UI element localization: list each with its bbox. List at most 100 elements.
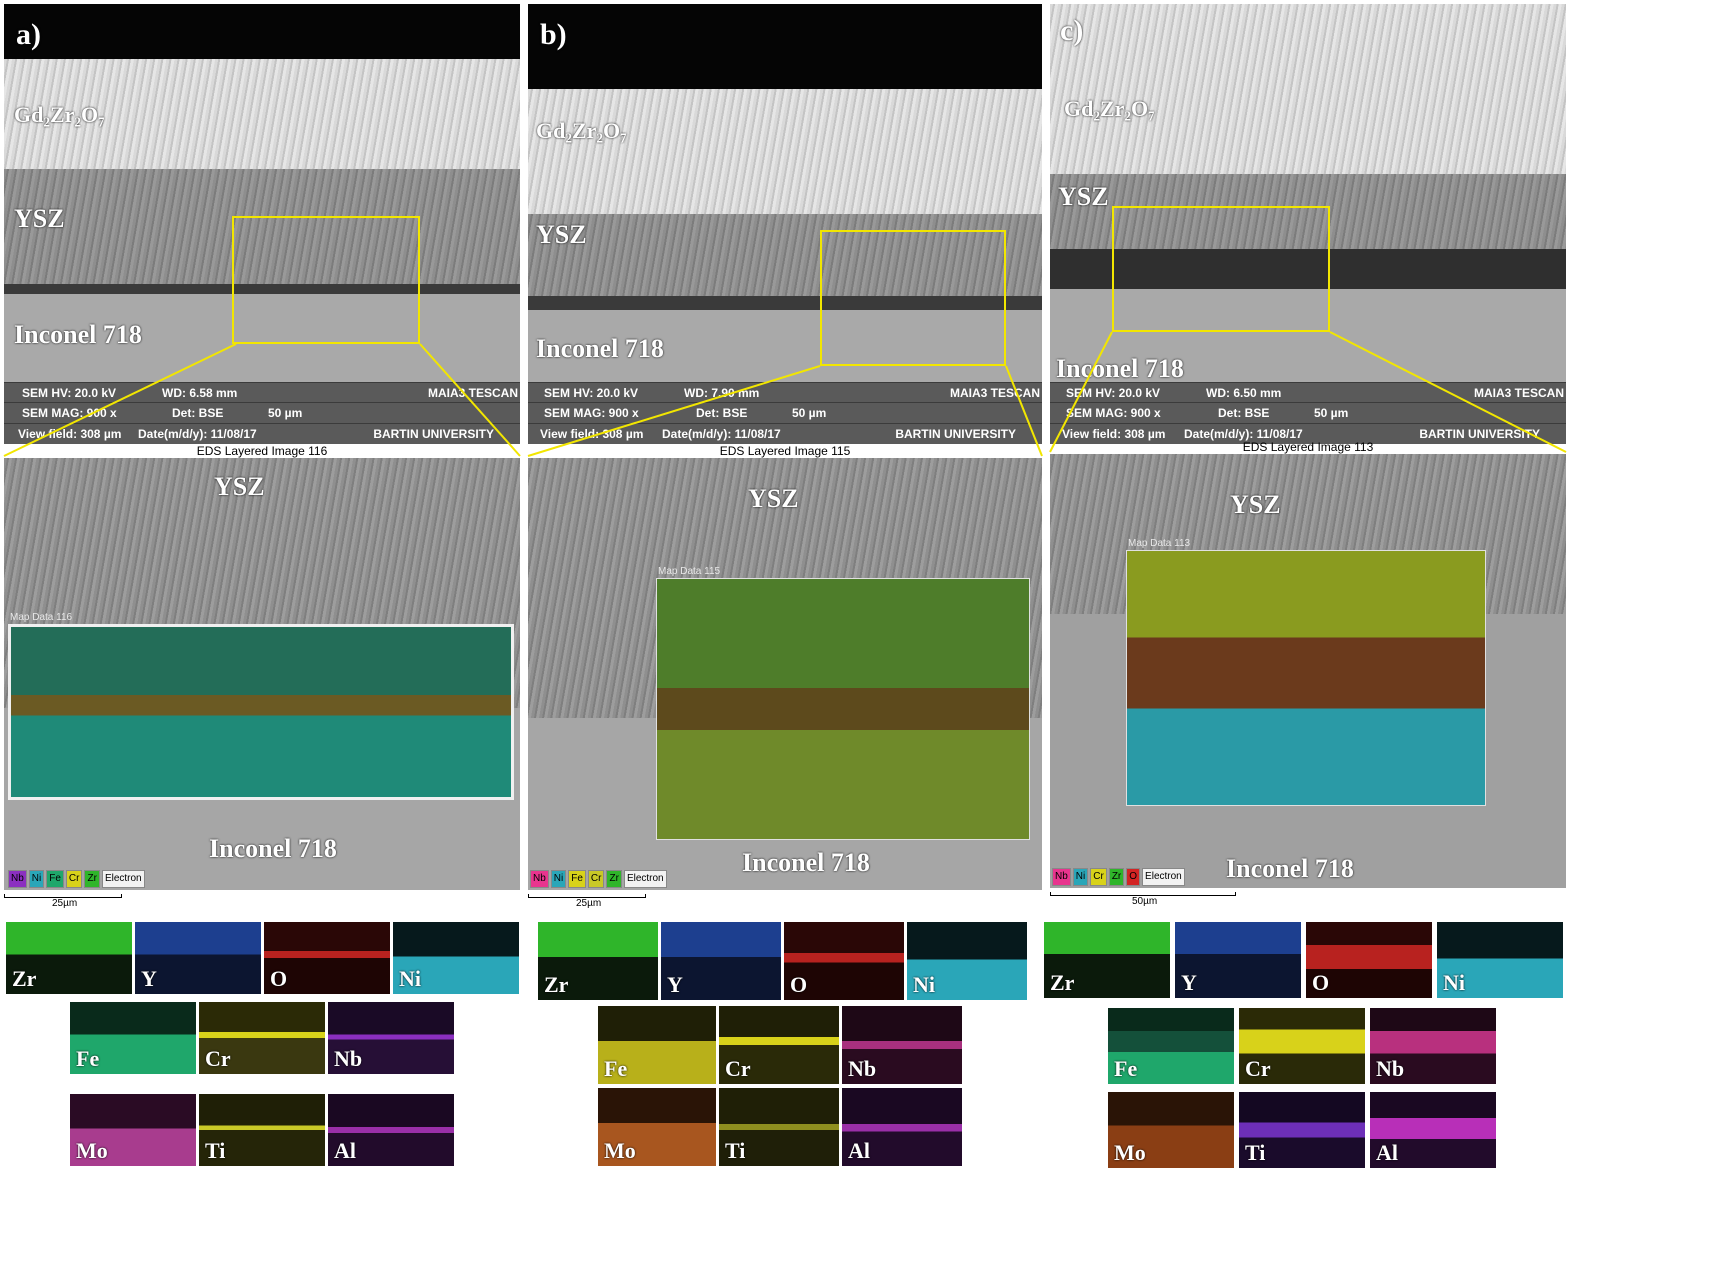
map-tile-fe: Fe	[598, 1006, 716, 1084]
eds-inconel-label: Inconel 718	[1226, 854, 1354, 883]
info-scale: 50 µm	[268, 406, 303, 420]
vacuum-region	[4, 4, 520, 59]
element-legend: Nb Ni Fe Cr Zr Electron	[8, 870, 145, 888]
eds-ysz-label: YSZ	[748, 484, 799, 513]
map-data-title: Map Data 116	[10, 612, 73, 623]
map-label: Mo	[1114, 1140, 1146, 1165]
sem-mag: SEM MAG: 900 x	[544, 406, 639, 420]
university: BARTIN UNIVERSITY	[895, 427, 1016, 441]
legend-item: Cr	[587, 870, 605, 888]
map-tile-ti: Ti	[719, 1088, 839, 1166]
map-label: Fe	[604, 1056, 628, 1081]
map-label: O	[790, 972, 808, 997]
element-legend: Nb Ni Fe Cr Zr Electron	[530, 870, 667, 888]
map-tile-ni: Ni	[1437, 922, 1563, 998]
ysz-layer	[4, 169, 520, 284]
map-tile-zr: Zr	[538, 922, 658, 1000]
map-label: Al	[1376, 1140, 1398, 1165]
map-label: Ni	[913, 972, 935, 997]
detector: Det: BSE	[1218, 406, 1270, 420]
map-tile-zr: Zr	[6, 922, 132, 994]
map-label: Ni	[399, 966, 421, 991]
legend-item: Electron	[623, 870, 667, 888]
acquisition-date: Date(m/d/y): 11/08/17	[662, 427, 781, 441]
map-tile-ni: Ni	[907, 922, 1027, 1000]
scale-bar-label: 50µm	[1132, 896, 1158, 907]
selection-box	[1112, 206, 1330, 332]
working-distance: WD: 6.58 mm	[162, 386, 238, 400]
map-label: Cr	[1245, 1056, 1271, 1081]
inconel-label: Inconel 718	[536, 334, 664, 363]
selection-box	[820, 230, 1006, 366]
map-label: Ti	[205, 1138, 226, 1163]
map-tile-zr: Zr	[1044, 922, 1170, 998]
panel-letter: b)	[540, 18, 567, 51]
legend-item: O	[1126, 868, 1141, 886]
legend-item: Cr	[1090, 868, 1107, 886]
legend-item: Nb	[1052, 868, 1071, 886]
legend-item: Electron	[1142, 868, 1185, 886]
map-tile-mo: Mo	[598, 1088, 716, 1166]
gd2zr2o7-label: Gd₂Zr₂O₇	[536, 118, 627, 143]
map-label: Y	[141, 966, 157, 991]
detector: Det: BSE	[696, 406, 748, 420]
map-label: Nb	[1376, 1056, 1405, 1081]
map-tile-al: Al	[1370, 1092, 1496, 1168]
eds-layered-image-c: YSZ Map Data 113 Inconel 718 Nb Ni Cr Zr…	[1050, 454, 1566, 888]
map-tile-o: O	[784, 922, 904, 1000]
instrument-brand: MAIA3 TESCAN	[949, 386, 1040, 400]
map-label: Cr	[725, 1056, 751, 1081]
eds-layered-title: EDS Layered Image 115	[719, 444, 851, 458]
eds-ysz-label: YSZ	[214, 472, 265, 501]
map-tile-mo: Mo	[1108, 1092, 1234, 1168]
working-distance: WD: 6.50 mm	[1206, 386, 1282, 400]
sem-info-bar: SEM HV: 20.0 kV WD: 6.58 mm MAIA3 TESCAN…	[4, 382, 520, 444]
map-tile-fe: Fe	[70, 1002, 196, 1074]
sem-hv: SEM HV: 20.0 kV	[544, 386, 639, 400]
element-legend: Nb Ni Cr Zr O Electron	[1052, 868, 1185, 886]
map-label: Mo	[76, 1138, 108, 1163]
panel-letter: c)	[1060, 14, 1084, 47]
map-data-title: Map Data 113	[1128, 538, 1191, 549]
university: BARTIN UNIVERSITY	[373, 427, 494, 441]
instrument-brand: MAIA3 TESCAN	[1473, 386, 1564, 400]
map-tile-nb: Nb	[842, 1006, 962, 1084]
map-tile-cr: Cr	[199, 1002, 325, 1074]
legend-item: Ni	[1072, 868, 1089, 886]
selection-box	[232, 216, 420, 344]
map-tile-ti: Ti	[199, 1094, 325, 1166]
eds-inconel-label: Inconel 718	[742, 848, 870, 877]
map-tile-cr: Cr	[1239, 1008, 1365, 1084]
eds-layered-image-a: YSZ Map Data 116 Inconel 718 Nb Ni Fe Cr…	[4, 458, 520, 890]
map-label: Zr	[544, 972, 569, 997]
map-tile-mo: Mo	[70, 1094, 196, 1166]
panel-letter: a)	[16, 18, 41, 51]
sem-hv: SEM HV: 20.0 kV	[1066, 386, 1161, 400]
map-label: Y	[667, 972, 683, 997]
sem-image-b: b) Gd₂Zr₂O₇ YSZ Inconel 718 SEM HV: 20.0…	[528, 4, 1042, 444]
instrument-brand: MAIA3 TESCAN	[427, 386, 518, 400]
map-tile-y: Y	[1175, 922, 1301, 998]
ysz-label: YSZ	[536, 220, 587, 249]
map-label: Mo	[604, 1138, 636, 1163]
map-tile-al: Al	[328, 1094, 454, 1166]
legend-item: Ni	[550, 870, 567, 888]
eds-map-overlay	[1126, 550, 1486, 806]
info-scale: 50 µm	[1314, 406, 1349, 420]
gd2zr2o7-label: Gd₂Zr₂O₇	[1064, 96, 1155, 121]
sem-image-a: a) Gd₂Zr₂O₇ YSZ Inconel 718 SEM HV: 20.0…	[4, 4, 520, 444]
map-tile-y: Y	[661, 922, 781, 1000]
scale-bar-label: 25µm	[52, 898, 78, 909]
sem-hv: SEM HV: 20.0 kV	[22, 386, 117, 400]
eds-layered-image-b: YSZ Map Data 115 Inconel 718 Nb Ni Fe Cr…	[528, 458, 1042, 890]
working-distance: WD: 7.90 mm	[684, 386, 760, 400]
legend-item: Zr	[84, 870, 100, 888]
inconel-label: Inconel 718	[1056, 354, 1184, 383]
inconel-label: Inconel 718	[14, 320, 142, 349]
eds-map-overlay	[656, 578, 1030, 840]
scale-bar-label: 25µm	[576, 898, 602, 909]
sem-image-c: c) Gd₂Zr₂O₇ YSZ Inconel 718 SEM HV: 20.0…	[1050, 4, 1566, 444]
map-label: Al	[848, 1138, 870, 1163]
map-label: Fe	[1114, 1056, 1138, 1081]
legend-item: Electron	[101, 870, 145, 888]
